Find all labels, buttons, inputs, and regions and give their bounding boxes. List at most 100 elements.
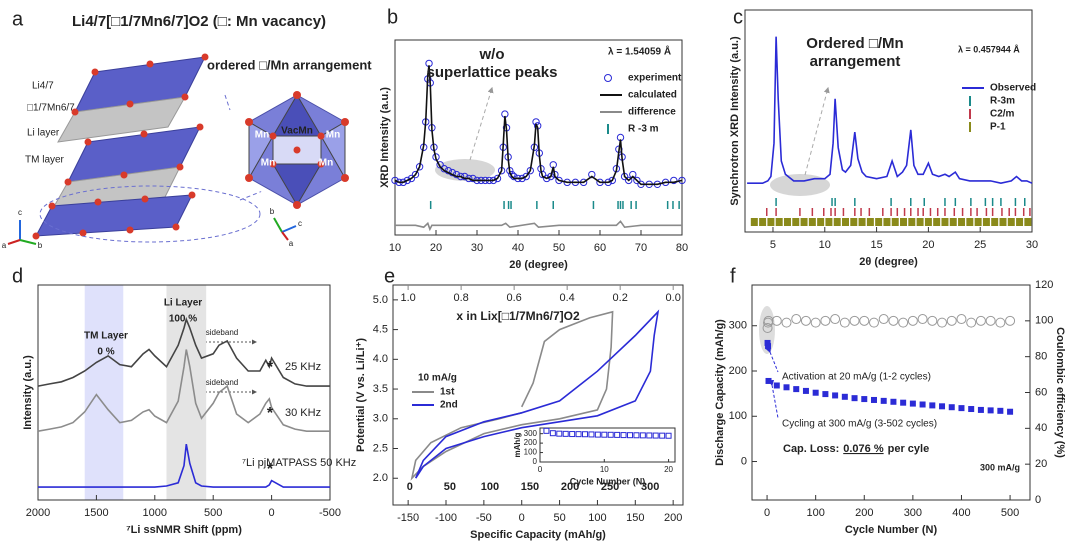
data-point: [919, 401, 926, 408]
x-tick-label: -100: [435, 512, 457, 524]
data-point: [985, 315, 996, 326]
data-point: [810, 317, 821, 328]
x-tick-label: 0: [764, 507, 770, 519]
inset-point: [575, 431, 582, 438]
data-point: [538, 170, 547, 179]
inset-point: [639, 432, 646, 439]
panel: f 0 100 200 300 400 500 0 100 200 300 0 20 40 60 80 100 1…: [714, 265, 1066, 536]
data-line: [38, 443, 330, 488]
data-point: [849, 315, 860, 326]
data-point: [975, 315, 986, 326]
inset-point: [562, 430, 569, 437]
series-label: 25 KHz: [285, 361, 321, 373]
y-axis-title: Synchrotron XRD Intensity (a.u.): [729, 36, 741, 206]
inset-x-tick-label: 0: [538, 465, 543, 474]
y-tick-label: 0: [741, 455, 747, 467]
annotation: w/o: [479, 46, 505, 63]
layer-label: Li layer: [27, 128, 60, 139]
data-point: [956, 314, 967, 325]
inner-tick-label: 100: [481, 481, 499, 493]
data-point: [907, 315, 918, 326]
x-tick-label: -150: [397, 512, 419, 524]
x-tick-label: 30: [1026, 239, 1038, 251]
y2-tick-label: 0: [1035, 494, 1041, 506]
legend-label: P-1: [990, 122, 1006, 133]
data-point: [927, 315, 938, 326]
inner-tick-label: 150: [521, 481, 539, 493]
data-point: [878, 314, 889, 325]
y-tick-label: 2.0: [373, 472, 388, 484]
data-point: [861, 396, 868, 403]
data-point: [820, 315, 831, 326]
x-tick-label: 1500: [84, 507, 108, 519]
legend-label: Observed: [990, 83, 1036, 94]
annotation: *: [267, 359, 274, 376]
data-point: [880, 397, 887, 404]
data-point: [773, 382, 780, 389]
y2-tick-label: 100: [1035, 315, 1053, 327]
inset-point: [614, 431, 621, 438]
legend-symbol: [604, 74, 612, 82]
x-axis-title: 2θ (degree): [509, 259, 568, 271]
data-point: [1007, 408, 1014, 415]
data-point: [793, 386, 800, 393]
data-line: [37, 349, 330, 432]
inner-tick-label: 250: [601, 481, 619, 493]
y-axis-title: XRD Intensity (a.u.): [379, 87, 391, 188]
x2-tick-label: 0.2: [613, 292, 628, 304]
data-point: [791, 314, 802, 325]
data-point: [917, 314, 928, 325]
inner-tick-label: 50: [444, 481, 456, 493]
x-tick-label: 500: [204, 507, 222, 519]
x-tick-label: -500: [319, 507, 341, 519]
inset-frame: [539, 427, 676, 463]
data-point: [997, 407, 1004, 414]
inset-point: [569, 431, 576, 438]
y2-tick-label: 20: [1035, 458, 1047, 470]
site-label: Mn: [319, 158, 333, 169]
x2-tick-label: 0.4: [560, 292, 575, 304]
series-label: ⁷Li pjMATPASS 50 KHz: [242, 457, 356, 469]
axis-letter: b: [38, 241, 43, 250]
x-tick-label: 300: [904, 507, 922, 519]
data-point: [898, 317, 909, 328]
data-point: [391, 176, 399, 185]
x-tick-label: 50: [553, 242, 565, 254]
y-tick-label: 2.5: [373, 442, 388, 454]
x-tick-label: -50: [476, 512, 492, 524]
data-point: [948, 404, 955, 411]
y-tick-label: 200: [729, 365, 747, 377]
data-point: [968, 406, 975, 413]
axis-letter: c: [18, 208, 22, 217]
data-point: [608, 176, 616, 185]
data-point: [762, 323, 773, 333]
annotation: superlattice peaks: [427, 64, 558, 81]
cap-loss-part: 0.076 %: [843, 443, 884, 455]
inset-point: [646, 432, 653, 439]
data-point: [629, 170, 637, 179]
x-tick-label: 25: [974, 239, 986, 251]
inset-y-title: mAh/g: [513, 432, 522, 457]
annotation: λ = 0.457944 Å: [958, 44, 1020, 54]
data-point: [929, 402, 936, 409]
y-tick-label: 5.0: [373, 294, 388, 306]
data-line: [394, 65, 683, 186]
x-tick-label: 200: [855, 507, 873, 519]
x-tick-label: 500: [1001, 507, 1019, 519]
data-line: [414, 309, 660, 479]
panel-label: b: [387, 6, 398, 28]
x-tick-label: 10: [389, 242, 401, 254]
x-tick-label: 200: [664, 512, 682, 524]
inset-point: [652, 432, 659, 439]
panel-label: a: [12, 8, 24, 30]
inset-point: [582, 431, 588, 438]
inset-point: [620, 432, 627, 439]
annotation: Ordered □/Mn: [806, 35, 903, 52]
diagram-labels: a Li4/7[□1/7Mn6/7]O2 (□: Mn vacancy) Li4…: [2, 8, 373, 250]
x-tick-label: 40: [512, 242, 524, 254]
data-line: [410, 310, 614, 481]
y2-tick-label: 120: [1035, 279, 1053, 291]
annotation: TM Layer: [84, 331, 128, 342]
inset-x-tick-label: 20: [664, 465, 673, 474]
data-point: [937, 317, 948, 328]
